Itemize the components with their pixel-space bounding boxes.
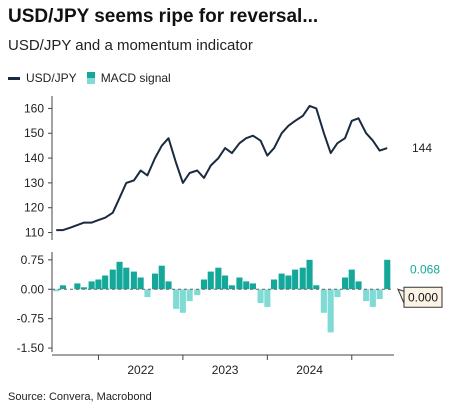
macd-bar: [109, 269, 116, 290]
macd-bar: [292, 269, 299, 290]
macd-bar: [278, 273, 285, 290]
macd-bar: [179, 289, 186, 313]
legend-macd-swatch: [86, 72, 95, 84]
usdjpy-panel: 110 120 130 140 150 160 144: [24, 96, 432, 240]
macd-bar: [313, 285, 320, 290]
macd-bar: [194, 289, 201, 296]
macd-bar: [285, 275, 292, 290]
macd-bar: [173, 289, 180, 309]
macd-bar: [53, 289, 60, 292]
legend-usdjpy-swatch: [8, 76, 20, 80]
x-tick-label: 2024: [296, 363, 323, 377]
macd-bar: [320, 289, 327, 313]
chart-title: USD/JPY seems ripe for reversal...: [8, 6, 319, 27]
macd-panel: 0.75 0.00 -0.75 -1.50 0.068 0.000: [17, 252, 443, 355]
macd-bar: [116, 261, 123, 290]
macd-bar: [271, 279, 278, 290]
macd-bar: [88, 281, 95, 290]
macd-bar: [369, 289, 376, 307]
macd-bar: [384, 259, 391, 290]
macd-bar: [342, 277, 349, 290]
macd-bar: [306, 259, 313, 290]
macd-bar: [334, 289, 341, 298]
usdjpy-end-label: 144: [412, 141, 432, 155]
macd-end-label: 0.068: [410, 263, 440, 277]
macd-bar: [376, 289, 383, 300]
legend-macd-label: MACD signal: [100, 71, 171, 85]
macd-bar: [243, 281, 250, 290]
usdjpy-y-tick-label: 110: [25, 226, 44, 240]
macd-bar: [158, 265, 165, 290]
zero-badge-label: 0.000: [408, 290, 438, 304]
macd-bar: [348, 269, 355, 290]
macd-bar: [144, 289, 151, 298]
source-note: Source: Convera, Macrobond: [8, 391, 152, 403]
macd-bar: [222, 275, 229, 290]
macd-bar: [355, 281, 362, 290]
macd-bar: [130, 271, 137, 290]
macd-bar: [215, 267, 222, 290]
macd-bar: [228, 285, 235, 290]
x-axis: 2022 2023 2024: [52, 354, 394, 377]
macd-y-tick-label: 0.00: [21, 282, 45, 296]
macd-bar: [200, 279, 207, 290]
macd-bar: [81, 287, 88, 290]
macd-bar: [299, 267, 306, 290]
macd-bar: [327, 289, 334, 333]
macd-bar: [207, 271, 214, 290]
usdjpy-y-tick-label: 120: [24, 201, 44, 215]
usdjpy-y-tick-label: 140: [24, 151, 44, 165]
usdjpy-y-tick-label: 130: [24, 176, 44, 190]
zero-badge-pointer: [397, 288, 405, 304]
legend-usdjpy-label: USD/JPY: [26, 71, 77, 85]
chart-subtitle: USD/JPY and a momentum indicator: [8, 37, 253, 54]
macd-bar: [236, 277, 243, 290]
x-tick-label: 2022: [127, 363, 154, 377]
macd-bar: [165, 281, 172, 290]
macd-bar: [264, 289, 271, 307]
macd-bar: [123, 267, 130, 290]
usdjpy-y-tick-label: 150: [24, 126, 44, 140]
macd-bar: [137, 277, 144, 290]
macd-bar: [249, 283, 256, 290]
macd-bar: [95, 279, 102, 290]
macd-y-tick-label: 0.75: [21, 253, 45, 267]
macd-bar: [152, 273, 159, 290]
macd-bar: [186, 289, 193, 302]
usdjpy-y-tick-label: 160: [24, 101, 44, 115]
zero-badge-box: [403, 286, 443, 308]
usdjpy-series-line: [56, 104, 388, 232]
macd-y-tick-label: -0.75: [17, 312, 45, 326]
legend: USD/JPY MACD signal: [8, 71, 171, 85]
macd-bar: [74, 283, 81, 290]
macd-y-tick-label: -1.50: [17, 341, 45, 355]
macd-bar: [102, 275, 109, 290]
macd-bar: [59, 285, 66, 290]
macd-bar: [363, 289, 370, 302]
x-tick-label: 2023: [212, 363, 239, 377]
macd-bar: [257, 289, 264, 303]
